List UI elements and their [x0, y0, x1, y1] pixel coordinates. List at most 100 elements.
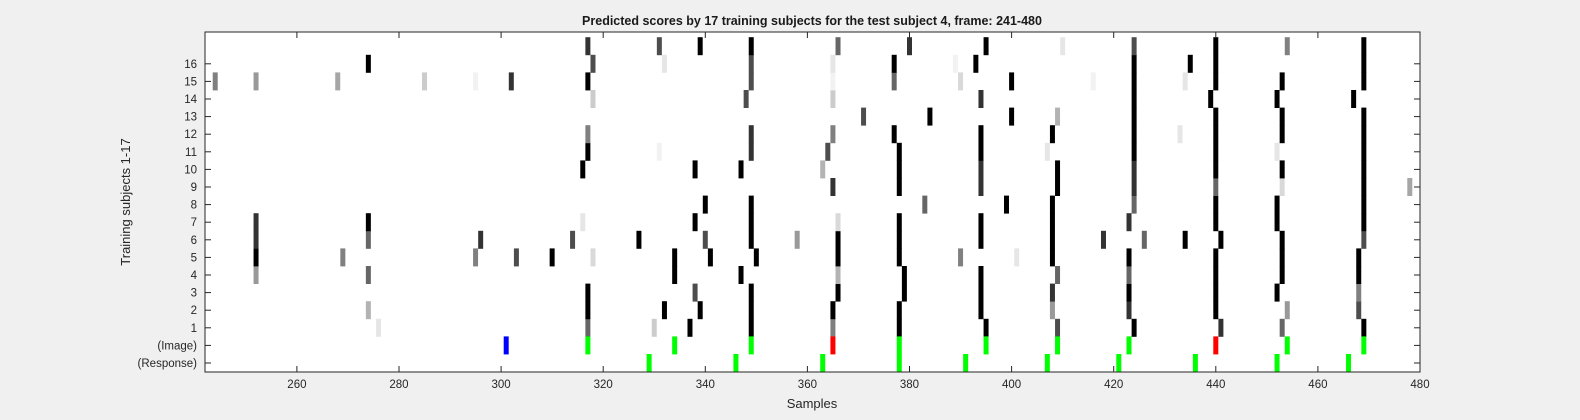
score-cell — [585, 125, 591, 144]
score-cell — [692, 283, 698, 302]
score-cell — [1131, 195, 1137, 214]
score-cell — [656, 37, 662, 56]
response-event-marker — [646, 354, 652, 372]
response-event-marker — [1274, 354, 1280, 372]
score-cell — [794, 230, 800, 249]
score-cell — [1279, 125, 1285, 144]
score-cell — [549, 248, 555, 267]
image-event-marker — [983, 336, 989, 355]
y-tick-label: 7 — [191, 217, 197, 229]
score-cell — [978, 213, 984, 232]
score-cell — [1361, 54, 1367, 73]
score-cell — [1126, 301, 1132, 320]
score-cell — [896, 142, 902, 161]
score-cell — [335, 72, 341, 91]
score-cell — [830, 125, 836, 144]
y-tick-label: 16 — [184, 59, 197, 71]
score-cell — [1131, 107, 1137, 126]
score-cell — [1049, 230, 1055, 249]
image-event-marker — [672, 336, 678, 355]
score-cell — [340, 248, 346, 267]
score-cell — [906, 37, 912, 56]
score-cell — [1279, 107, 1285, 126]
score-cell — [1279, 230, 1285, 249]
score-cell — [508, 72, 514, 91]
x-tick-label: 280 — [389, 379, 408, 391]
score-cell — [1049, 248, 1055, 267]
x-tick-label: 320 — [594, 379, 613, 391]
response-event-marker — [896, 354, 902, 372]
score-cell — [830, 318, 836, 337]
score-cell — [585, 318, 591, 337]
score-cell — [1361, 213, 1367, 232]
score-cell — [1009, 72, 1015, 91]
score-cell — [590, 54, 596, 73]
score-cell — [1055, 318, 1061, 337]
score-cell — [901, 266, 907, 284]
score-cell — [253, 72, 259, 91]
y-tick-label: 9 — [191, 182, 197, 194]
score-cell — [952, 54, 958, 73]
score-cell — [1274, 213, 1280, 232]
score-cell — [738, 160, 744, 179]
y-tick-label: 15 — [184, 76, 197, 88]
score-cell — [1213, 248, 1219, 267]
score-cell — [1131, 142, 1137, 161]
score-cell — [365, 213, 371, 232]
score-cell — [1218, 318, 1224, 337]
response-event-marker — [820, 354, 826, 372]
score-cell — [365, 54, 371, 73]
score-cell — [978, 160, 984, 179]
x-axis-label: Samples — [787, 396, 838, 411]
score-cell — [1218, 230, 1224, 249]
score-cell — [1361, 142, 1367, 161]
score-cell — [1361, 125, 1367, 144]
score-cell — [1361, 318, 1367, 337]
image-event-marker — [585, 336, 591, 355]
plot-frame — [204, 31, 1421, 373]
score-cell — [958, 248, 964, 267]
score-cell — [473, 248, 479, 267]
score-cell — [896, 301, 902, 320]
score-cell — [973, 54, 979, 73]
score-cell — [1131, 90, 1137, 108]
chart-title: Predicted scores by 17 training subjects… — [582, 14, 1042, 28]
score-cell — [473, 72, 479, 91]
y-tick-label: 3 — [191, 288, 197, 300]
y-tick-label: 12 — [184, 129, 197, 141]
score-cell — [835, 266, 841, 284]
score-cell — [1407, 178, 1413, 196]
y-tick-label: 8 — [191, 200, 197, 212]
score-cell — [738, 266, 744, 284]
response-event-marker — [1044, 354, 1050, 372]
score-cell — [1279, 72, 1285, 91]
score-cell — [1131, 125, 1137, 144]
score-cell — [697, 301, 703, 320]
score-cell — [253, 230, 259, 249]
score-cell — [1049, 283, 1055, 302]
score-cell — [1279, 318, 1285, 337]
score-cell — [1182, 230, 1188, 249]
score-cell — [513, 248, 519, 267]
score-cell — [835, 37, 841, 56]
score-cell — [835, 230, 841, 249]
y-tick-label: 5 — [191, 252, 197, 264]
score-cell — [748, 37, 754, 56]
score-cell — [896, 318, 902, 337]
x-tick-label: 260 — [287, 379, 306, 391]
score-cell — [636, 230, 642, 249]
score-cell — [748, 125, 754, 144]
score-cell — [748, 54, 754, 73]
score-cell — [478, 230, 484, 249]
score-cell — [687, 318, 693, 337]
image-event-marker — [1055, 336, 1061, 355]
score-cell — [1274, 195, 1280, 214]
heatmap-cells — [212, 37, 1413, 337]
score-cell — [253, 213, 259, 232]
score-cell — [570, 230, 576, 249]
y-tick-label: 4 — [191, 270, 198, 282]
score-cell — [1356, 283, 1362, 302]
score-cell — [958, 72, 964, 91]
score-cell — [1213, 213, 1219, 232]
score-cell — [1055, 160, 1061, 179]
